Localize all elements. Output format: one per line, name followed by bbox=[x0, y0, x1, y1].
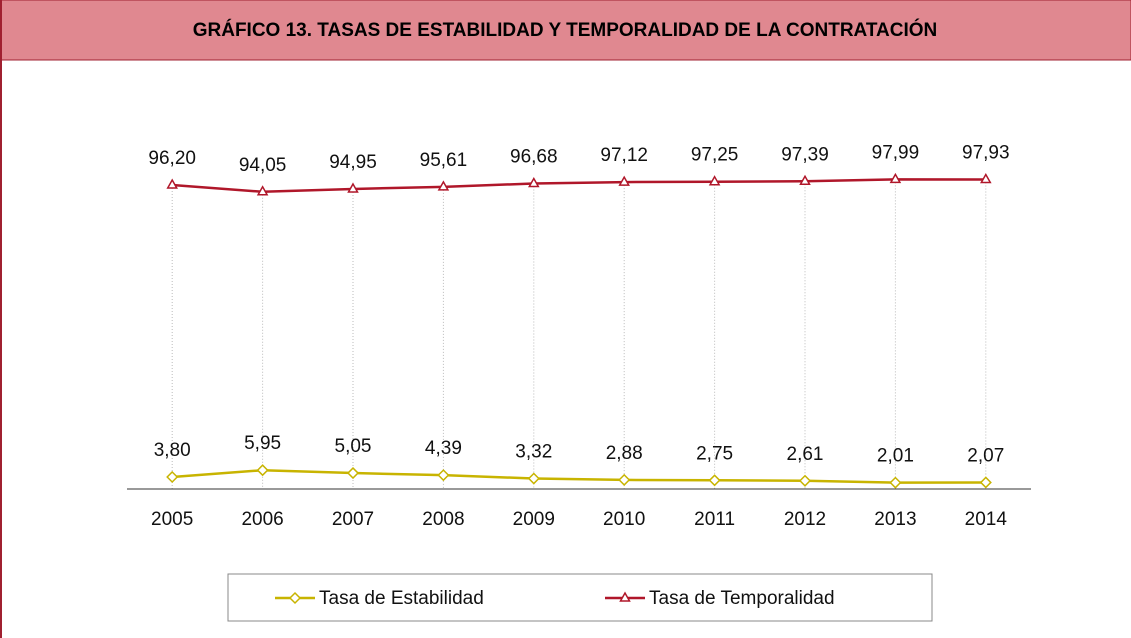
x-tick-label: 2012 bbox=[784, 509, 826, 530]
chart-title: GRÁFICO 13. TASAS DE ESTABILIDAD Y TEMPO… bbox=[193, 19, 938, 41]
data-label: 2,75 bbox=[696, 443, 733, 464]
marker bbox=[166, 470, 179, 484]
series-line bbox=[172, 178, 986, 194]
series-line bbox=[172, 468, 986, 484]
marker bbox=[256, 185, 269, 196]
title-bar bbox=[0, 0, 1131, 61]
marker bbox=[799, 174, 811, 185]
marker bbox=[288, 591, 302, 605]
data-label: 97,93 bbox=[962, 143, 1010, 164]
marker bbox=[889, 476, 902, 489]
marker bbox=[979, 476, 992, 489]
x-tick-label: 2013 bbox=[874, 509, 916, 530]
x-tick-label: 2010 bbox=[603, 509, 645, 530]
marker bbox=[437, 180, 450, 191]
marker bbox=[618, 175, 630, 186]
marker bbox=[708, 474, 721, 487]
legend-label: Tasa de Temporalidad bbox=[649, 588, 835, 609]
marker bbox=[437, 469, 450, 482]
legend-box bbox=[227, 573, 933, 622]
marker bbox=[166, 178, 178, 189]
marker bbox=[798, 474, 812, 487]
data-label: 5,05 bbox=[335, 436, 372, 457]
x-tick-label: 2008 bbox=[422, 509, 464, 530]
x-tick-label: 2005 bbox=[151, 509, 193, 530]
data-label: 94,05 bbox=[239, 155, 287, 176]
data-label: 97,12 bbox=[600, 145, 648, 166]
data-label: 97,39 bbox=[781, 144, 829, 165]
x-tick-label: 2009 bbox=[513, 509, 555, 530]
marker bbox=[256, 464, 269, 477]
marker bbox=[346, 466, 360, 480]
data-label: 5,95 bbox=[244, 433, 281, 454]
data-label: 97,25 bbox=[691, 145, 739, 166]
data-label: 2,01 bbox=[877, 446, 914, 467]
marker bbox=[708, 175, 721, 186]
marker bbox=[980, 173, 992, 184]
marker bbox=[618, 473, 631, 486]
data-label: 95,61 bbox=[420, 150, 468, 171]
x-tick-label: 2014 bbox=[965, 509, 1008, 530]
data-label: 96,20 bbox=[148, 148, 196, 169]
data-label: 4,39 bbox=[425, 438, 462, 459]
data-label: 3,32 bbox=[515, 442, 552, 463]
marker bbox=[889, 172, 902, 184]
data-label: 96,68 bbox=[510, 147, 558, 168]
marker bbox=[527, 472, 540, 485]
data-label: 97,99 bbox=[872, 142, 920, 163]
x-tick-label: 2006 bbox=[241, 509, 283, 530]
data-label: 2,61 bbox=[787, 444, 824, 465]
x-tick-label: 2011 bbox=[694, 509, 735, 530]
marker bbox=[528, 176, 540, 188]
marker bbox=[619, 591, 631, 602]
marker bbox=[347, 182, 359, 193]
data-label: 94,95 bbox=[329, 152, 377, 173]
x-tick-label: 2007 bbox=[332, 509, 374, 530]
data-label: 2,07 bbox=[967, 445, 1004, 466]
data-label: 2,88 bbox=[606, 443, 643, 464]
legend-label: Tasa de Estabilidad bbox=[319, 588, 484, 609]
data-label: 3,80 bbox=[154, 440, 191, 461]
